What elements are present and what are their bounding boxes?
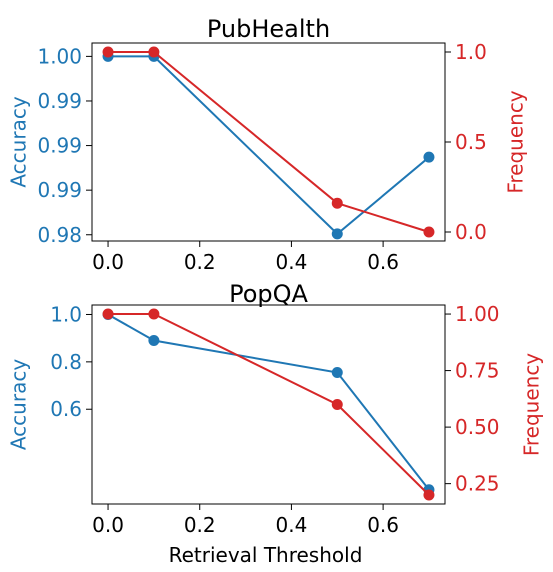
x-tick-label: 0.6 xyxy=(367,513,399,537)
plot-frame xyxy=(91,304,446,505)
chart-title: PopQA xyxy=(229,280,308,308)
frequency-point xyxy=(331,399,343,410)
x-tick-label: 0.0 xyxy=(92,513,124,537)
accuracy-point xyxy=(331,228,343,240)
right-y-tick-label: 0.0 xyxy=(455,220,487,244)
right-y-tick-label: 1.00 xyxy=(455,302,500,326)
right-y-axis-label: Frequency xyxy=(504,90,528,193)
right-y-tick-label: 1.0 xyxy=(455,40,487,64)
x-tick-label: 0.4 xyxy=(276,513,308,537)
accuracy-line xyxy=(108,55,430,236)
plot-frame xyxy=(91,42,446,242)
x-tick-label: 0.2 xyxy=(184,513,216,537)
accuracy-line xyxy=(107,313,430,491)
x-tick-label: 0.6 xyxy=(367,250,399,274)
x-tick-label: 0.0 xyxy=(92,250,124,274)
left-y-tick-label: 0.6 xyxy=(50,397,82,421)
frequency-point xyxy=(148,308,160,320)
popqa-chart: PopQA Accuracy Frequency Retrieval Thres… xyxy=(7,280,544,567)
frequency-line xyxy=(108,51,430,233)
right-y-tick-label: 0.25 xyxy=(455,472,500,496)
left-y-tick-label: 0.99 xyxy=(37,134,82,158)
left-y-tick-label: 0.8 xyxy=(50,350,82,374)
accuracy-point xyxy=(423,151,435,163)
accuracy-point xyxy=(148,335,160,347)
x-tick-label: 0.2 xyxy=(184,250,216,274)
left-y-tick-label: 0.98 xyxy=(37,223,82,247)
left-y-tick-label: 1.00 xyxy=(37,44,82,68)
accuracy-point xyxy=(331,367,343,379)
x-axis-label: Retrieval Threshold xyxy=(169,543,363,567)
frequency-point xyxy=(148,46,160,58)
left-y-axis-label: Accuracy xyxy=(7,359,31,450)
left-y-tick-label: 0.99 xyxy=(37,178,82,202)
left-y-tick-label: 1.0 xyxy=(50,302,82,326)
frequency-point xyxy=(423,226,435,238)
frequency-point xyxy=(102,46,114,58)
right-y-axis-label: Frequency xyxy=(520,353,544,456)
frequency-point xyxy=(331,197,343,209)
right-y-tick-label: 0.75 xyxy=(455,359,500,383)
left-y-tick-label: 0.99 xyxy=(37,89,82,113)
left-y-axis-label: Accuracy xyxy=(7,96,31,187)
pubhealth-chart: PubHealth Accuracy Frequency 0.0 0.2 0.4 0.… xyxy=(7,15,528,274)
x-tick-label: 0.4 xyxy=(276,250,308,274)
frequency-point xyxy=(102,308,114,320)
frequency-line xyxy=(108,313,430,496)
chart-title: PubHealth xyxy=(207,15,330,43)
right-y-tick-label: 0.5 xyxy=(455,130,487,154)
right-y-tick-label: 0.50 xyxy=(455,415,500,439)
frequency-point xyxy=(423,489,435,501)
